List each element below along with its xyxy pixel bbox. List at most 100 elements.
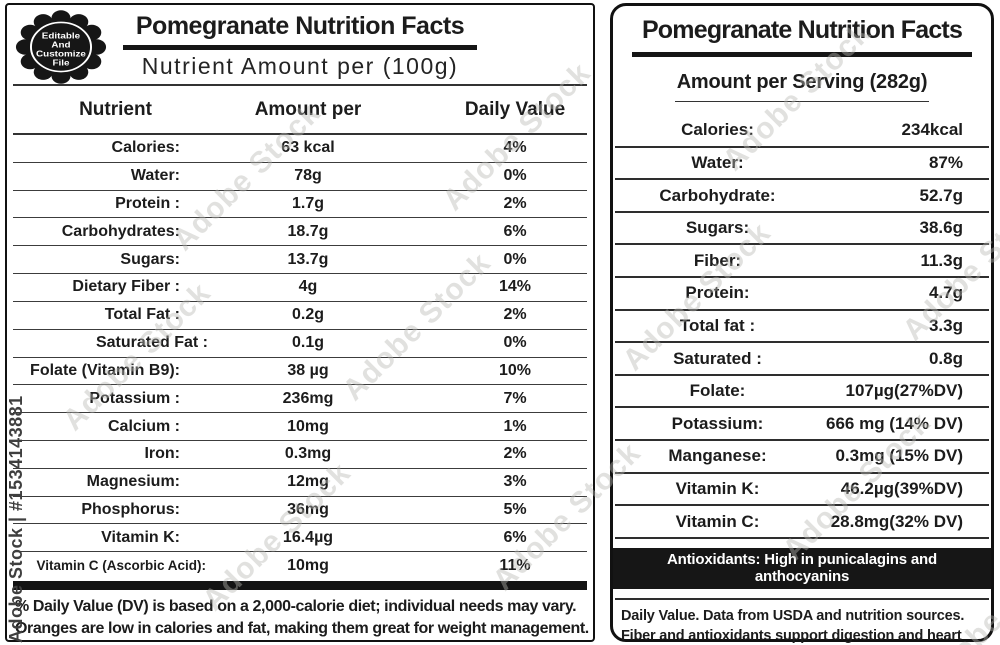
serving-row: Sugars: 38.6g (615, 213, 989, 246)
serving-nutrient-value: 234kcal (901, 120, 963, 140)
nutrient-row: Vitamin K: 16.4µg 6% (13, 524, 587, 553)
nutrient-amount: 16.4µg (282, 528, 334, 546)
nutrient-daily-value: 11% (499, 556, 531, 574)
nutrient-amount: 12mg (287, 473, 329, 491)
serving-row: Carbohydrate: 52.7g (615, 180, 989, 213)
nutrient-amount: 36mg (287, 500, 329, 518)
right-panel-header: Pomegranate Nutrition Facts Amount per S… (613, 6, 991, 102)
nutrient-name: Total Fat : (104, 306, 180, 324)
nutrient-name: Carbohydrates: (61, 222, 180, 240)
left-panel-footnote: % Daily Value (DV) is based on a 2,000-c… (15, 596, 589, 640)
column-header-daily-value: Daily Value (464, 98, 566, 120)
nutrient-daily-value: 2% (503, 195, 527, 213)
serving-nutrient-name: Vitamin C: (675, 511, 760, 531)
serving-nutrient-value: 0.8g (928, 348, 963, 368)
serving-nutrient-value: 38.6g (919, 218, 963, 238)
right-nutrition-panel: Pomegranate Nutrition Facts Amount per S… (610, 3, 994, 644)
nutrient-row: Calories: 63 kcal 4% (13, 135, 587, 163)
nutrient-amount: 0.1g (291, 334, 324, 352)
serving-nutrient-value: 3.3g (928, 315, 963, 335)
nutrient-name: Calories: (111, 139, 180, 157)
nutrient-daily-value: 14% (498, 278, 532, 296)
subtitle-divider (13, 84, 587, 86)
nutrient-name: Saturated Fat : (95, 334, 208, 352)
nutrient-daily-value: 10% (498, 361, 532, 379)
thick-divider-bar (13, 581, 587, 590)
serving-nutrient-name: Saturated : (673, 348, 762, 368)
nutrient-amount: 10mg (287, 556, 329, 574)
nutrient-amount: 10mg (287, 417, 329, 435)
nutrient-daily-value: 7% (503, 389, 527, 407)
serving-nutrient-name: Protein: (685, 283, 750, 303)
nutrient-row: Iron: 0.3mg 2% (13, 441, 587, 469)
nutrient-daily-value: 2% (503, 306, 527, 324)
nutrient-name: Folate (Vitamin B9): (30, 361, 180, 379)
nutrient-name: Magnesium: (86, 473, 180, 491)
column-header-nutrient: Nutrient (79, 98, 152, 120)
nutrient-name: Vitamin C (Ascorbic Acid): (36, 558, 206, 574)
serving-nutrient-name: Total fat : (679, 315, 756, 335)
nutrient-row: Dietary Fiber : 4g 14% (13, 274, 587, 302)
nutrient-row: Carbohydrates: 18.7g 6% (13, 218, 587, 247)
serving-nutrient-name: Sugars: (685, 218, 750, 238)
badge-text-line3: Customize (36, 50, 86, 59)
nutrient-daily-value: 2% (503, 445, 527, 463)
serving-row: Protein: 4.7g (615, 278, 989, 311)
serving-nutrient-name: Vitamin K: (675, 479, 760, 498)
nutrient-amount: 78g (294, 167, 322, 185)
serving-row: Vitamin K: 46.2µg(39%DV) (615, 474, 989, 507)
nutrient-daily-value: 6% (503, 222, 527, 240)
nutrient-amount: 0.2g (291, 306, 324, 324)
title-underline (632, 52, 972, 57)
left-nutrition-panel: Pomegranate Nutrition Facts Nutrient Amo… (5, 3, 595, 642)
serving-nutrient-value: 11.3g (920, 250, 963, 270)
nutrient-daily-value: 4% (503, 139, 527, 157)
nutrient-row: Phosphorus: 36mg 5% (13, 497, 587, 525)
footer-divider (615, 598, 989, 600)
serving-nutrient-value: 0.3mg (15% DV) (835, 446, 963, 466)
serving-row: Water: 87% (615, 148, 989, 181)
serving-row: Saturated : 0.8g (615, 343, 989, 376)
nutrient-amount: 0.3mg (284, 445, 332, 463)
nutrient-daily-value: 6% (503, 528, 527, 546)
serving-row: Fiber: 11.3g (615, 245, 989, 279)
nutrient-row: Folate (Vitamin B9): 38 µg 10% (13, 358, 587, 386)
serving-row: Total fat : 3.3g (615, 311, 989, 344)
nutrient-daily-value: 0% (503, 250, 527, 268)
badge-text-line2: And (51, 40, 70, 49)
serving-nutrient-value: 28.8mg(32% DV) (830, 511, 963, 531)
serving-nutrient-name: Calories: (681, 120, 754, 140)
serving-nutrient-value: 46.2µg(39%DV) (840, 479, 963, 498)
serving-row: Calories: 234kcal (615, 115, 989, 148)
footnote-line-2: Oranges are low in calories and fat, mak… (15, 620, 589, 637)
right-panel-footnote: Daily Value. Data from USDA and nutritio… (621, 608, 965, 644)
nutrient-amount: 18.7g (287, 222, 329, 240)
nutrient-name: Potassium : (89, 389, 180, 407)
serving-nutrient-value: 666 mg (14% DV) (826, 413, 963, 433)
nutrient-name: Phosphorus: (81, 500, 180, 518)
serving-nutrient-name: Fiber: (693, 250, 742, 270)
serving-nutrient-name: Folate: (689, 381, 746, 401)
serving-nutrient-name: Carbohydrate: (659, 185, 776, 205)
stock-id-watermark: Adobe Stock | #1534143881 (6, 395, 26, 643)
left-panel-header: Pomegranate Nutrition Facts Nutrient Amo… (7, 5, 593, 86)
nutrient-row: Potassium : 236mg 7% (13, 385, 587, 414)
serving-nutrient-value: 107µg(27%DV) (845, 381, 963, 401)
serving-nutrient-value: 4.7g (928, 283, 963, 303)
nutrient-row: Total Fat : 0.2g 2% (13, 302, 587, 330)
nutrient-daily-value: 0% (503, 167, 527, 185)
footnote-line-1: % Daily Value (DV) is based on a 2,000-c… (15, 598, 577, 615)
editable-file-badge: Editable And Customize File (12, 7, 110, 87)
title-underline (123, 45, 477, 50)
left-panel-subtitle: Nutrient Amount per (100g) (141, 53, 459, 79)
nutrient-daily-value: 3% (503, 473, 527, 491)
nutrient-name: Dietary Fiber : (72, 278, 180, 296)
left-panel-title: Pomegranate Nutrition Facts (135, 12, 465, 40)
nutrient-row: Vitamin C (Ascorbic Acid): 10mg 11% (13, 552, 587, 579)
nutrient-row: Calcium : 10mg 1% (13, 413, 587, 441)
nutrient-amount: 4g (298, 278, 318, 296)
nutrient-amount: 1.7g (291, 195, 324, 213)
nutrient-name: Vitamin K: (101, 528, 180, 546)
column-header-amount: Amount per (254, 98, 362, 120)
